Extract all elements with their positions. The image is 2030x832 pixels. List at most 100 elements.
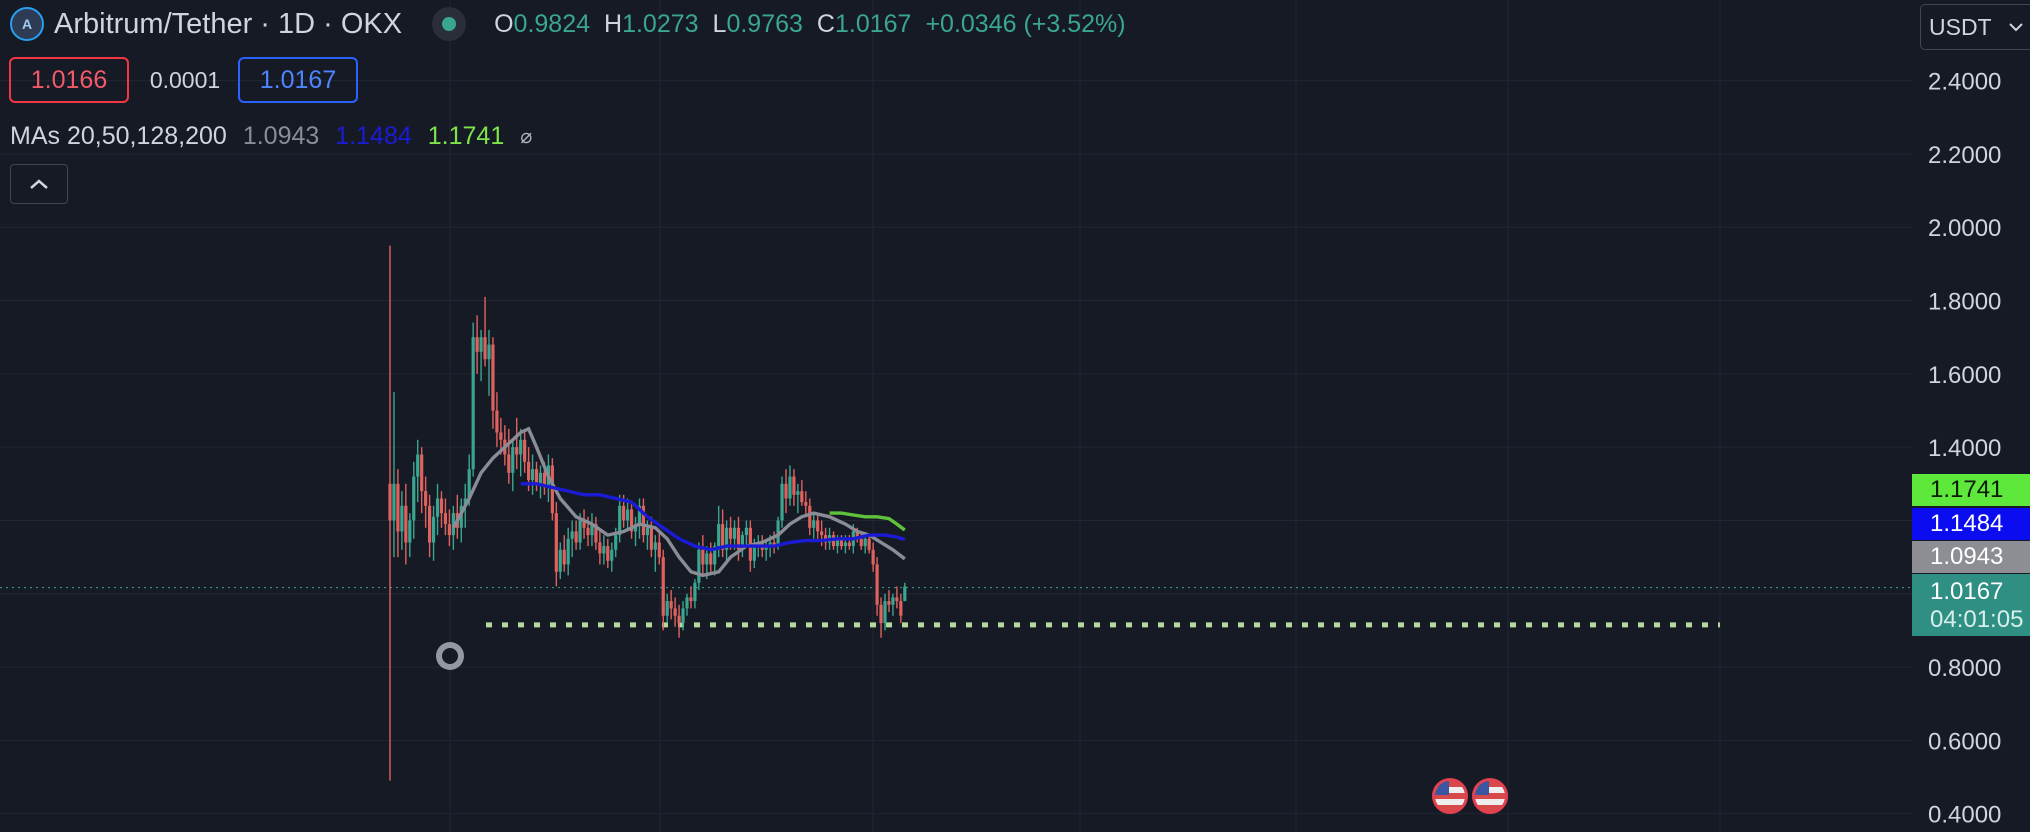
low-value: 0.9763: [726, 9, 803, 38]
close-value: 1.0167: [834, 9, 912, 38]
candle-body: [519, 439, 523, 455]
price-tick-label: 0.8000: [1928, 655, 2001, 682]
candle-body: [725, 527, 729, 550]
market-status-icon[interactable]: [432, 7, 467, 41]
candle-body: [839, 538, 844, 547]
currency-value: USDT: [1929, 13, 1992, 40]
chart-grid: [0, 0, 1912, 832]
candle-body: [479, 337, 483, 352]
candle-body: [843, 542, 847, 547]
alarm-clock-icon[interactable]: [436, 642, 464, 670]
candle-body: [562, 549, 566, 565]
ma50-price-tag: 1.1484: [1912, 508, 2030, 540]
candle-body: [645, 527, 649, 536]
candle-body: [566, 538, 570, 565]
open-label: O: [494, 9, 514, 38]
ma20-value: 1.0943: [242, 122, 320, 150]
buy-price-button[interactable]: 1.0167: [238, 57, 358, 103]
candle-body: [408, 520, 412, 543]
chevron-up-icon: [30, 179, 48, 189]
candle-body: [507, 454, 511, 473]
candle-body: [534, 469, 539, 484]
candle-body: [788, 476, 792, 499]
ma50-value: 1.1484: [335, 122, 412, 150]
candle-body: [709, 553, 713, 565]
indicator-label[interactable]: MAs 20,50,128,200: [10, 122, 227, 150]
candle-body: [590, 524, 594, 536]
low-label: L: [712, 9, 727, 38]
candle-body: [800, 491, 804, 503]
us-flag-icon[interactable]: [1472, 778, 1508, 814]
candle-body: [606, 546, 610, 561]
candle-body: [808, 505, 812, 528]
sell-price-button[interactable]: 1.0166: [9, 57, 129, 103]
price-tick-label: 2.0000: [1928, 215, 2001, 242]
currency-selector[interactable]: USDT: [1920, 4, 2030, 50]
candle-body: [871, 549, 875, 565]
candle-body: [744, 527, 748, 536]
candle-body: [483, 337, 487, 360]
candle-body: [713, 546, 717, 565]
candle-body: [717, 524, 721, 547]
candle-body: [487, 344, 491, 360]
ma128-price-tag: 1.1741: [1912, 474, 2030, 506]
ma-line: [451, 426, 906, 578]
candle-body: [610, 549, 614, 561]
candle-body: [764, 546, 768, 550]
candle-body: [491, 344, 495, 411]
collapse-legend-button[interactable]: [10, 164, 68, 204]
candle-body: [511, 447, 515, 473]
candle-body: [677, 615, 681, 624]
price-tick-label: 1.6000: [1928, 362, 2001, 389]
candle-body: [835, 538, 840, 547]
candle-body: [855, 531, 859, 539]
candle-body: [475, 337, 479, 352]
candle-body: [412, 476, 416, 521]
candle-body: [467, 469, 471, 499]
candle-body: [804, 502, 808, 506]
candle-body: [732, 527, 737, 539]
candle-body: [796, 491, 800, 495]
candle-body: [447, 524, 451, 536]
candle-body: [463, 498, 467, 506]
candle-body: [428, 505, 432, 543]
price-tick-label: 0.4000: [1928, 802, 2001, 829]
indicator-legend[interactable]: MAs 20,50,128,200 1.0943 1.1484 1.1741 ⌀: [10, 122, 532, 151]
candle-body: [439, 498, 444, 514]
candle-body: [523, 439, 527, 462]
price-tick-label: 0.6000: [1928, 728, 2001, 755]
candle-body: [586, 527, 590, 536]
candle-body: [669, 601, 673, 609]
candle-body: [867, 538, 871, 550]
high-value: 1.0273: [622, 9, 699, 38]
candle-body: [495, 410, 499, 433]
candle-body: [887, 601, 891, 605]
candle-body: [768, 542, 772, 547]
candle-body: [685, 597, 689, 609]
candle-body: [471, 337, 475, 470]
price-tick-label: 2.2000: [1928, 142, 2001, 169]
candle-body: [451, 513, 455, 536]
last-price-value: 1.0167: [1930, 578, 2004, 605]
candle-body: [443, 513, 448, 525]
candle-body: [626, 509, 630, 521]
close-label: C: [816, 9, 835, 38]
candle-body: [527, 461, 531, 481]
candle-body: [400, 505, 404, 532]
candle-body: [689, 597, 693, 602]
candle-body: [721, 524, 725, 550]
us-flag-icon[interactable]: [1432, 778, 1468, 814]
candle-body: [424, 491, 428, 506]
price-tick-label: 2.4000: [1928, 69, 2001, 96]
candle-body: [875, 564, 879, 605]
eye-off-icon[interactable]: ⌀: [520, 126, 533, 148]
candle-body: [665, 601, 669, 616]
candle-body: [740, 535, 745, 550]
spread-value: 0.0001: [149, 66, 221, 93]
symbol-title[interactable]: Arbitrum/Tether · 1D · OKX: [54, 7, 403, 40]
candle-body: [637, 505, 642, 525]
candle-body: [392, 483, 396, 521]
candle-body: [530, 469, 535, 481]
